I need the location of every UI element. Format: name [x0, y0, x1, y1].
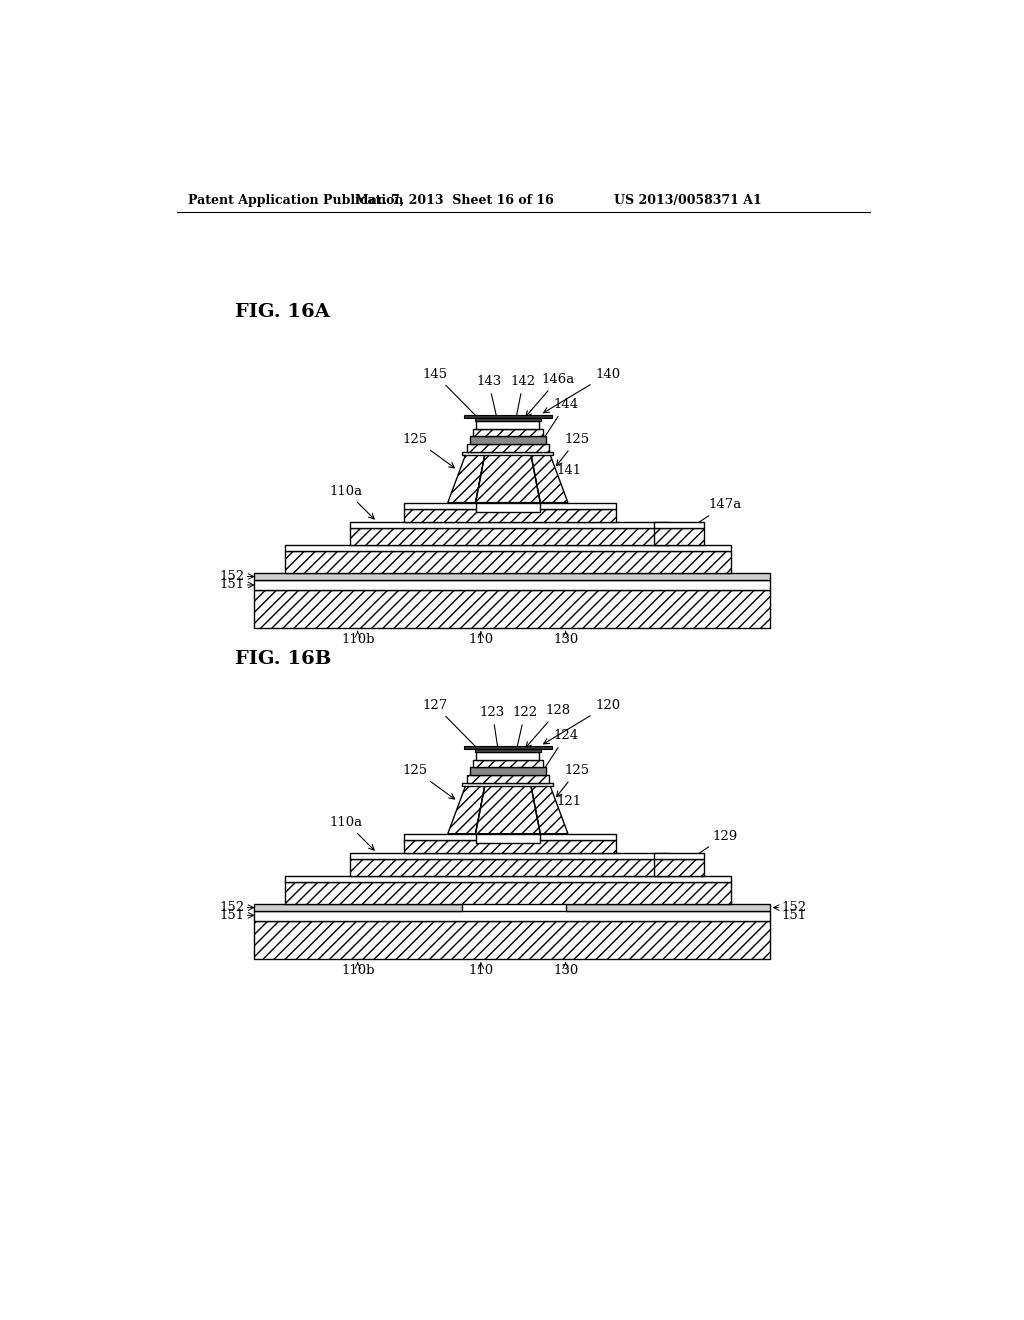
Text: 147a: 147a: [682, 499, 741, 533]
Bar: [350, 528, 670, 545]
Text: 128: 128: [526, 704, 570, 747]
Text: 142: 142: [511, 375, 536, 437]
Bar: [475, 834, 541, 843]
Text: US 2013/0058371 A1: US 2013/0058371 A1: [614, 194, 762, 207]
Bar: [254, 573, 770, 581]
Bar: [463, 451, 553, 455]
Bar: [464, 746, 552, 748]
Text: 122: 122: [511, 706, 538, 767]
Bar: [403, 503, 615, 508]
Text: 123: 123: [480, 706, 505, 759]
Bar: [654, 528, 705, 545]
Text: 125: 125: [557, 433, 590, 466]
Bar: [403, 508, 615, 521]
Text: 125: 125: [557, 764, 590, 797]
Polygon shape: [447, 455, 484, 503]
Polygon shape: [475, 455, 541, 503]
Bar: [254, 581, 770, 590]
Text: 110: 110: [468, 964, 494, 977]
Text: 110: 110: [468, 634, 494, 647]
Bar: [254, 911, 770, 921]
Text: FIG. 16B: FIG. 16B: [234, 649, 331, 668]
Text: 125: 125: [402, 433, 455, 467]
Text: 127: 127: [422, 698, 482, 752]
Text: 146a: 146a: [526, 372, 574, 416]
Text: 141: 141: [535, 463, 582, 484]
Bar: [565, 904, 770, 911]
Text: 124: 124: [540, 730, 579, 776]
Polygon shape: [531, 455, 568, 503]
Bar: [350, 521, 670, 528]
Text: 110a: 110a: [330, 816, 374, 850]
Text: FIG. 16A: FIG. 16A: [234, 304, 330, 321]
Bar: [403, 834, 615, 840]
Bar: [473, 429, 543, 437]
Text: 125: 125: [402, 764, 455, 799]
Bar: [476, 421, 540, 429]
Text: 110b: 110b: [341, 964, 375, 977]
Polygon shape: [531, 785, 568, 834]
Text: 130: 130: [553, 634, 579, 647]
Text: 121: 121: [535, 795, 582, 816]
Bar: [475, 418, 541, 421]
Bar: [476, 752, 540, 760]
Bar: [475, 748, 541, 752]
Bar: [470, 767, 546, 775]
Bar: [463, 783, 553, 785]
Text: 152: 152: [219, 570, 245, 583]
Bar: [350, 853, 670, 859]
Text: Patent Application Publication: Patent Application Publication: [188, 194, 403, 207]
Text: Mar. 7, 2013  Sheet 16 of 16: Mar. 7, 2013 Sheet 16 of 16: [354, 194, 553, 207]
Polygon shape: [447, 785, 484, 834]
Text: 129: 129: [682, 829, 737, 865]
Bar: [285, 876, 731, 882]
Text: 151: 151: [219, 578, 245, 591]
Bar: [285, 882, 731, 904]
Bar: [254, 590, 770, 628]
Bar: [470, 437, 546, 444]
Bar: [350, 859, 670, 876]
Bar: [403, 840, 615, 853]
Bar: [464, 414, 552, 418]
Text: 110b: 110b: [341, 634, 375, 647]
Bar: [473, 760, 543, 767]
Text: 152: 152: [219, 902, 245, 915]
Text: 143: 143: [476, 375, 501, 429]
Text: 130: 130: [553, 964, 579, 977]
Bar: [285, 552, 731, 573]
Bar: [254, 921, 770, 960]
Bar: [467, 444, 549, 451]
Bar: [654, 859, 705, 876]
Text: 144: 144: [540, 399, 579, 445]
Text: 145: 145: [422, 367, 482, 422]
Text: 151: 151: [219, 908, 245, 921]
Text: 110a: 110a: [330, 484, 374, 519]
Text: 152: 152: [781, 902, 806, 915]
Bar: [654, 853, 705, 859]
Text: 120: 120: [544, 698, 621, 744]
Bar: [285, 545, 731, 552]
Text: 151: 151: [781, 908, 806, 921]
Bar: [475, 503, 541, 512]
Text: 140: 140: [544, 367, 621, 413]
Bar: [654, 521, 705, 528]
Bar: [467, 775, 549, 783]
Polygon shape: [475, 785, 541, 834]
Bar: [254, 904, 462, 911]
